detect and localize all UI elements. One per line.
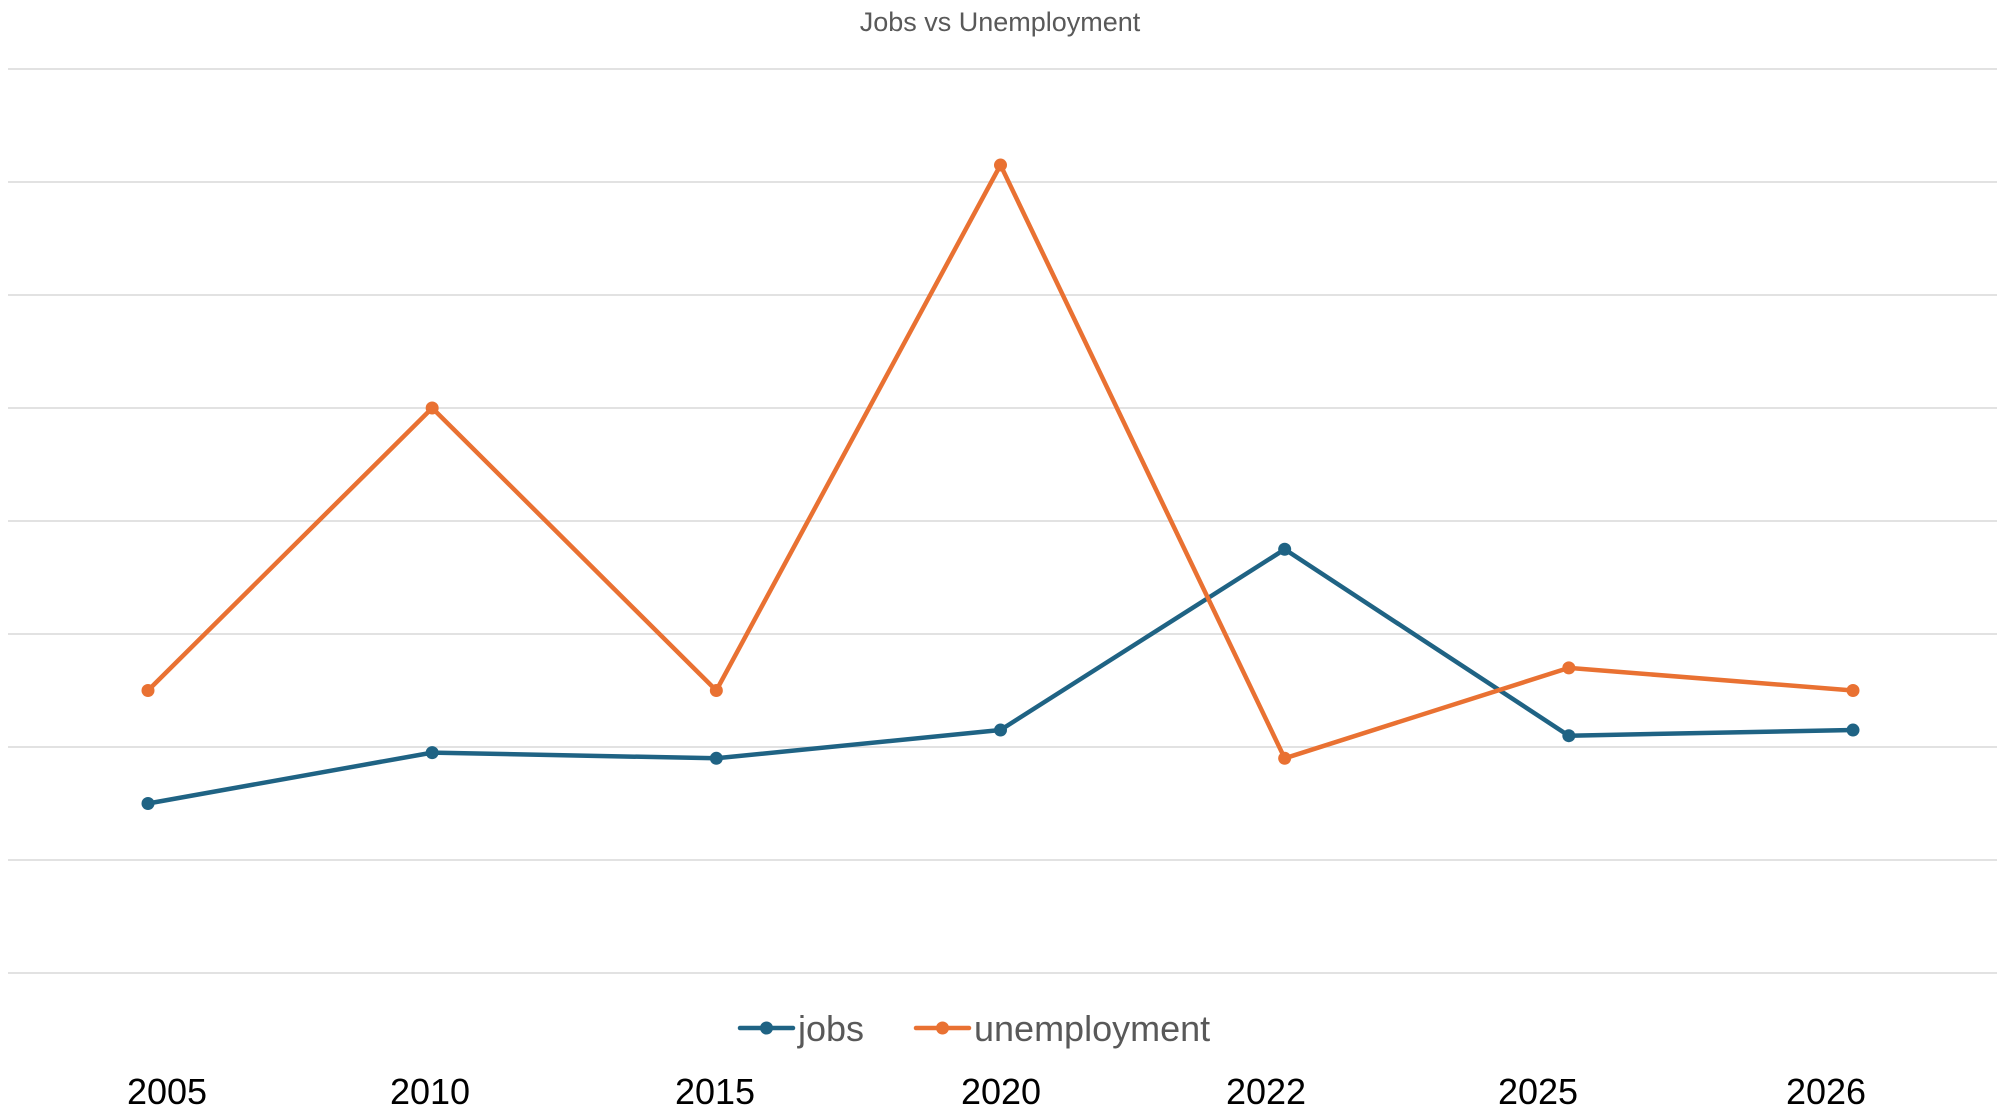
legend-item-jobs: jobs [737,1008,864,1049]
series-line-unemployment [145,162,1856,761]
legend-item-unemployment: unemployment [913,1008,1210,1049]
data-point-jobs-2010 [425,746,439,760]
series-line-jobs [145,547,1856,806]
gridlines [8,68,1997,974]
x-tick-label-2010: 2010 [390,1071,470,1112]
data-point-unemployment-2020 [994,158,1007,172]
data-point-unemployment-2022 [1278,751,1292,765]
legend: jobs unemployment [737,1008,1210,1049]
x-tick-label-2015: 2015 [675,1071,755,1112]
series-lines [141,158,1860,810]
x-tick-label-2026: 2026 [1786,1071,1866,1112]
data-point-jobs-2022 [1278,542,1292,556]
data-point-unemployment-2015 [709,684,723,697]
data-point-jobs-2025 [1562,729,1576,743]
data-point-unemployment-2026 [1846,684,1860,697]
legend-label-jobs: jobs [797,1008,864,1049]
x-tick-label-2025: 2025 [1498,1071,1578,1112]
data-point-jobs-2020 [994,723,1007,737]
x-tick-label-2020: 2020 [961,1071,1041,1112]
data-point-unemployment-2010 [425,401,439,415]
x-tick-label-2022: 2022 [1226,1071,1306,1112]
data-point-jobs-2026 [1846,723,1860,737]
legend-marker-jobs [760,1021,773,1035]
data-point-jobs-2015 [709,751,723,765]
data-point-jobs-2005 [141,797,155,810]
x-tick-label-2005: 2005 [127,1071,207,1112]
legend-label-unemployment: unemployment [974,1008,1210,1049]
data-point-unemployment-2005 [141,684,155,697]
chart-title: Jobs vs Unemployment [860,7,1141,37]
data-point-unemployment-2025 [1562,661,1576,675]
x-axis-labels: 2005 2010 2015 2020 2022 2025 2026 [127,1071,1866,1112]
legend-marker-unemployment [936,1021,949,1035]
